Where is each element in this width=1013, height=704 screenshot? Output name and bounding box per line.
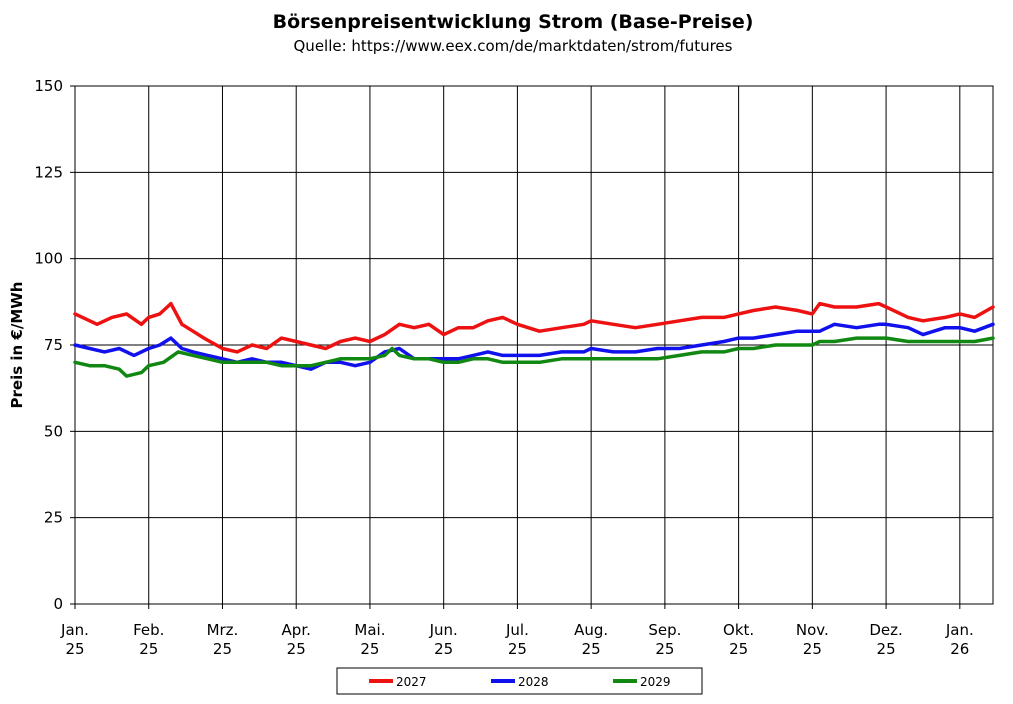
x-tick-label-month: Jan. bbox=[60, 621, 89, 639]
x-tick-label-year: 25 bbox=[360, 640, 379, 658]
y-tick-label: 0 bbox=[53, 595, 63, 613]
x-tick-label-month: Aug. bbox=[574, 621, 608, 639]
legend-box bbox=[336, 667, 703, 695]
x-tick-label-month: Sep. bbox=[648, 621, 681, 639]
x-tick-label-month: Feb. bbox=[133, 621, 164, 639]
legend: 2027 2028 2029 bbox=[336, 667, 703, 695]
x-tick-label-year: 25 bbox=[803, 640, 822, 658]
legend-label-2028: 2028 bbox=[518, 675, 549, 689]
x-tick-label-year: 25 bbox=[655, 640, 674, 658]
x-tick-label-year: 25 bbox=[729, 640, 748, 658]
x-tick-label-year: 25 bbox=[508, 640, 527, 658]
x-tick-label-year: 25 bbox=[65, 640, 84, 658]
x-tick-label-month: Apr. bbox=[282, 621, 311, 639]
legend-label-2027: 2027 bbox=[396, 675, 427, 689]
y-tick-label: 125 bbox=[34, 163, 63, 181]
series-line-2029 bbox=[73, 336, 995, 378]
y-tick-label: 75 bbox=[44, 336, 63, 354]
y-tick-label: 50 bbox=[44, 422, 63, 440]
legend-label-2029: 2029 bbox=[640, 675, 671, 689]
y-tick-label: 25 bbox=[44, 509, 63, 527]
grid bbox=[74, 85, 993, 605]
x-tick-label-month: Jan. bbox=[945, 621, 974, 639]
series-line-2028 bbox=[73, 322, 995, 371]
y-axis-label: Preis in €/MWh bbox=[8, 282, 26, 409]
x-tick-label-month: Okt. bbox=[723, 621, 754, 639]
x-tick-label-year: 25 bbox=[287, 640, 306, 658]
x-tick-label-month: Mai. bbox=[354, 621, 385, 639]
x-tick-label-month: Mrz. bbox=[207, 621, 239, 639]
chart-title: Börsenpreisentwicklung Strom (Base-Preis… bbox=[273, 11, 754, 33]
x-tick-label-year: 25 bbox=[139, 640, 158, 658]
x-tick-label-month: Jul. bbox=[505, 621, 529, 639]
y-tick-label: 100 bbox=[34, 250, 63, 268]
x-tick-label-month: Nov. bbox=[796, 621, 829, 639]
x-tick-label-year: 26 bbox=[950, 640, 969, 658]
x-axis: Jan.25Feb.25Mrz.25Apr.25Mai.25Jun.25Jul.… bbox=[60, 604, 974, 658]
series-lines bbox=[73, 301, 995, 378]
x-tick-label-month: Jun. bbox=[429, 621, 458, 639]
x-tick-label-month: Dez. bbox=[869, 621, 902, 639]
y-axis: 0 25 50 75 100 125 150 bbox=[34, 77, 75, 613]
chart-subtitle: Quelle: https://www.eex.com/de/marktdate… bbox=[294, 37, 733, 55]
y-tick-label: 150 bbox=[34, 77, 63, 95]
x-tick-label-year: 25 bbox=[877, 640, 896, 658]
series-line-2027 bbox=[73, 301, 995, 354]
x-tick-label-year: 25 bbox=[434, 640, 453, 658]
x-tick-label-year: 25 bbox=[582, 640, 601, 658]
x-tick-label-year: 25 bbox=[213, 640, 232, 658]
